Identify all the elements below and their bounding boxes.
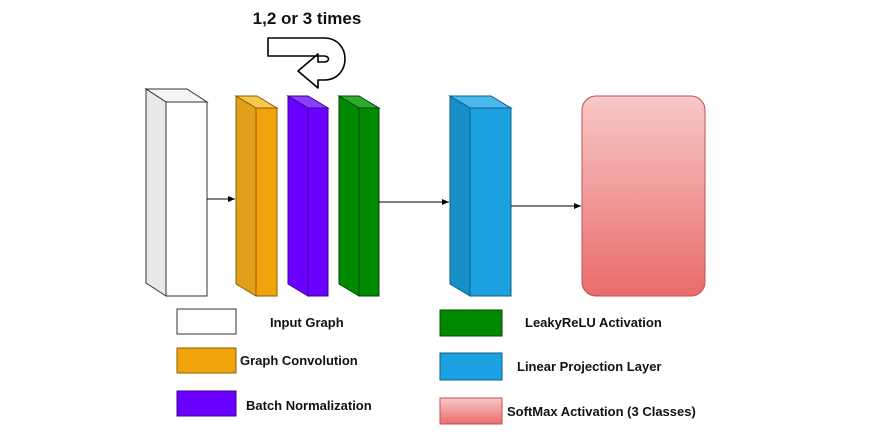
graph-convolution-block — [234, 95, 279, 297]
input-graph-block — [144, 88, 209, 297]
batch-normalization-block — [286, 95, 330, 297]
u-turn-arrow-icon — [267, 37, 346, 89]
legend-swatch-input — [176, 308, 237, 335]
legend-label-batchnorm: Batch Normalization — [246, 398, 372, 413]
legend-item-batchnorm: Batch Normalization — [176, 390, 372, 417]
legend-label-softmax: SoftMax Activation (3 Classes) — [507, 404, 696, 419]
legend-label-conv: Graph Convolution — [240, 353, 358, 368]
legend-item-conv: Graph Convolution — [176, 347, 358, 374]
legend-label-leakyrelu: LeakyReLU Activation — [525, 315, 662, 330]
legend-swatch-softmax — [439, 397, 503, 425]
linear-projection-block — [448, 95, 513, 297]
legend-item-softmax: SoftMax Activation (3 Classes) — [439, 397, 696, 425]
legend-swatch-conv — [176, 347, 237, 374]
softmax-block — [581, 95, 706, 297]
legend-item-leakyrelu: LeakyReLU Activation — [439, 309, 662, 337]
legend-label-linear: Linear Projection Layer — [517, 359, 662, 374]
legend: Input Graph Graph Convolution Batch Norm… — [176, 308, 696, 425]
legend-swatch-leakyrelu — [439, 309, 503, 337]
legend-label-input: Input Graph — [270, 315, 344, 330]
legend-item-input: Input Graph — [176, 308, 344, 335]
legend-swatch-linear — [439, 352, 503, 381]
legend-swatch-batchnorm — [176, 390, 237, 417]
repeat-label: 1,2 or 3 times — [253, 9, 362, 28]
legend-item-linear: Linear Projection Layer — [439, 352, 662, 381]
leakyrelu-block — [337, 95, 381, 297]
